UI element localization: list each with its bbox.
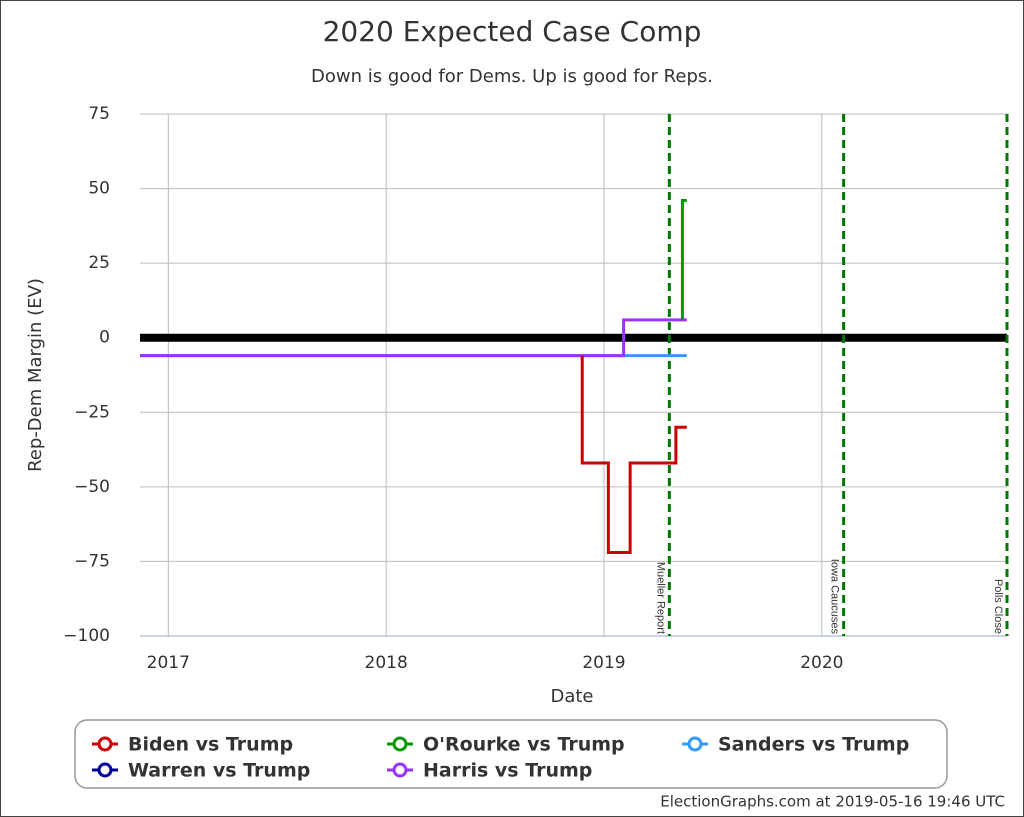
- series-line: [140, 318, 687, 358]
- legend-swatch: [97, 762, 113, 778]
- y-tick-label: −75: [74, 551, 110, 571]
- x-axis-label: Date: [550, 686, 593, 707]
- y-tick-label: 0: [99, 328, 110, 348]
- series-line: [680, 199, 687, 320]
- legend-swatch: [687, 736, 703, 752]
- y-tick-label: 75: [88, 104, 110, 124]
- y-tick-label: 25: [88, 253, 110, 273]
- y-tick-label: 50: [88, 179, 110, 199]
- legend-label: O'Rourke vs Trump: [423, 734, 625, 756]
- footer: ElectionGraphs.com at 2019-05-16 19:46 U…: [660, 793, 1005, 811]
- annotation-label: Mueller Report: [654, 562, 666, 634]
- legend-swatch: [392, 762, 408, 778]
- legend-label: Biden vs Trump: [128, 734, 293, 756]
- chart-subtitle: Down is good for Dems. Up is good for Re…: [311, 66, 713, 87]
- x-tick-label: 2017: [147, 653, 190, 673]
- legend-swatch: [97, 736, 113, 752]
- legend-label: Warren vs Trump: [128, 760, 310, 782]
- annotation-label: Iowa Caucuses: [829, 559, 841, 635]
- legend-swatch: [392, 736, 408, 752]
- y-tick-label: −50: [74, 477, 110, 497]
- annotation-label: Polls Close: [992, 579, 1004, 634]
- y-tick-label: −25: [74, 402, 110, 422]
- x-tick-label: 2018: [365, 653, 408, 673]
- legend-label: Harris vs Trump: [423, 760, 592, 782]
- y-tick-label: −100: [63, 626, 110, 646]
- chart-title: 2020 Expected Case Comp: [323, 15, 702, 48]
- series-line: [580, 355, 687, 554]
- x-tick-label: 2019: [582, 653, 625, 673]
- x-tick-label: 2020: [800, 653, 843, 673]
- y-axis-label: Rep-Dem Margin (EV): [25, 278, 46, 472]
- legend-label: Sanders vs Trump: [718, 734, 909, 756]
- legend-box: [74, 719, 948, 789]
